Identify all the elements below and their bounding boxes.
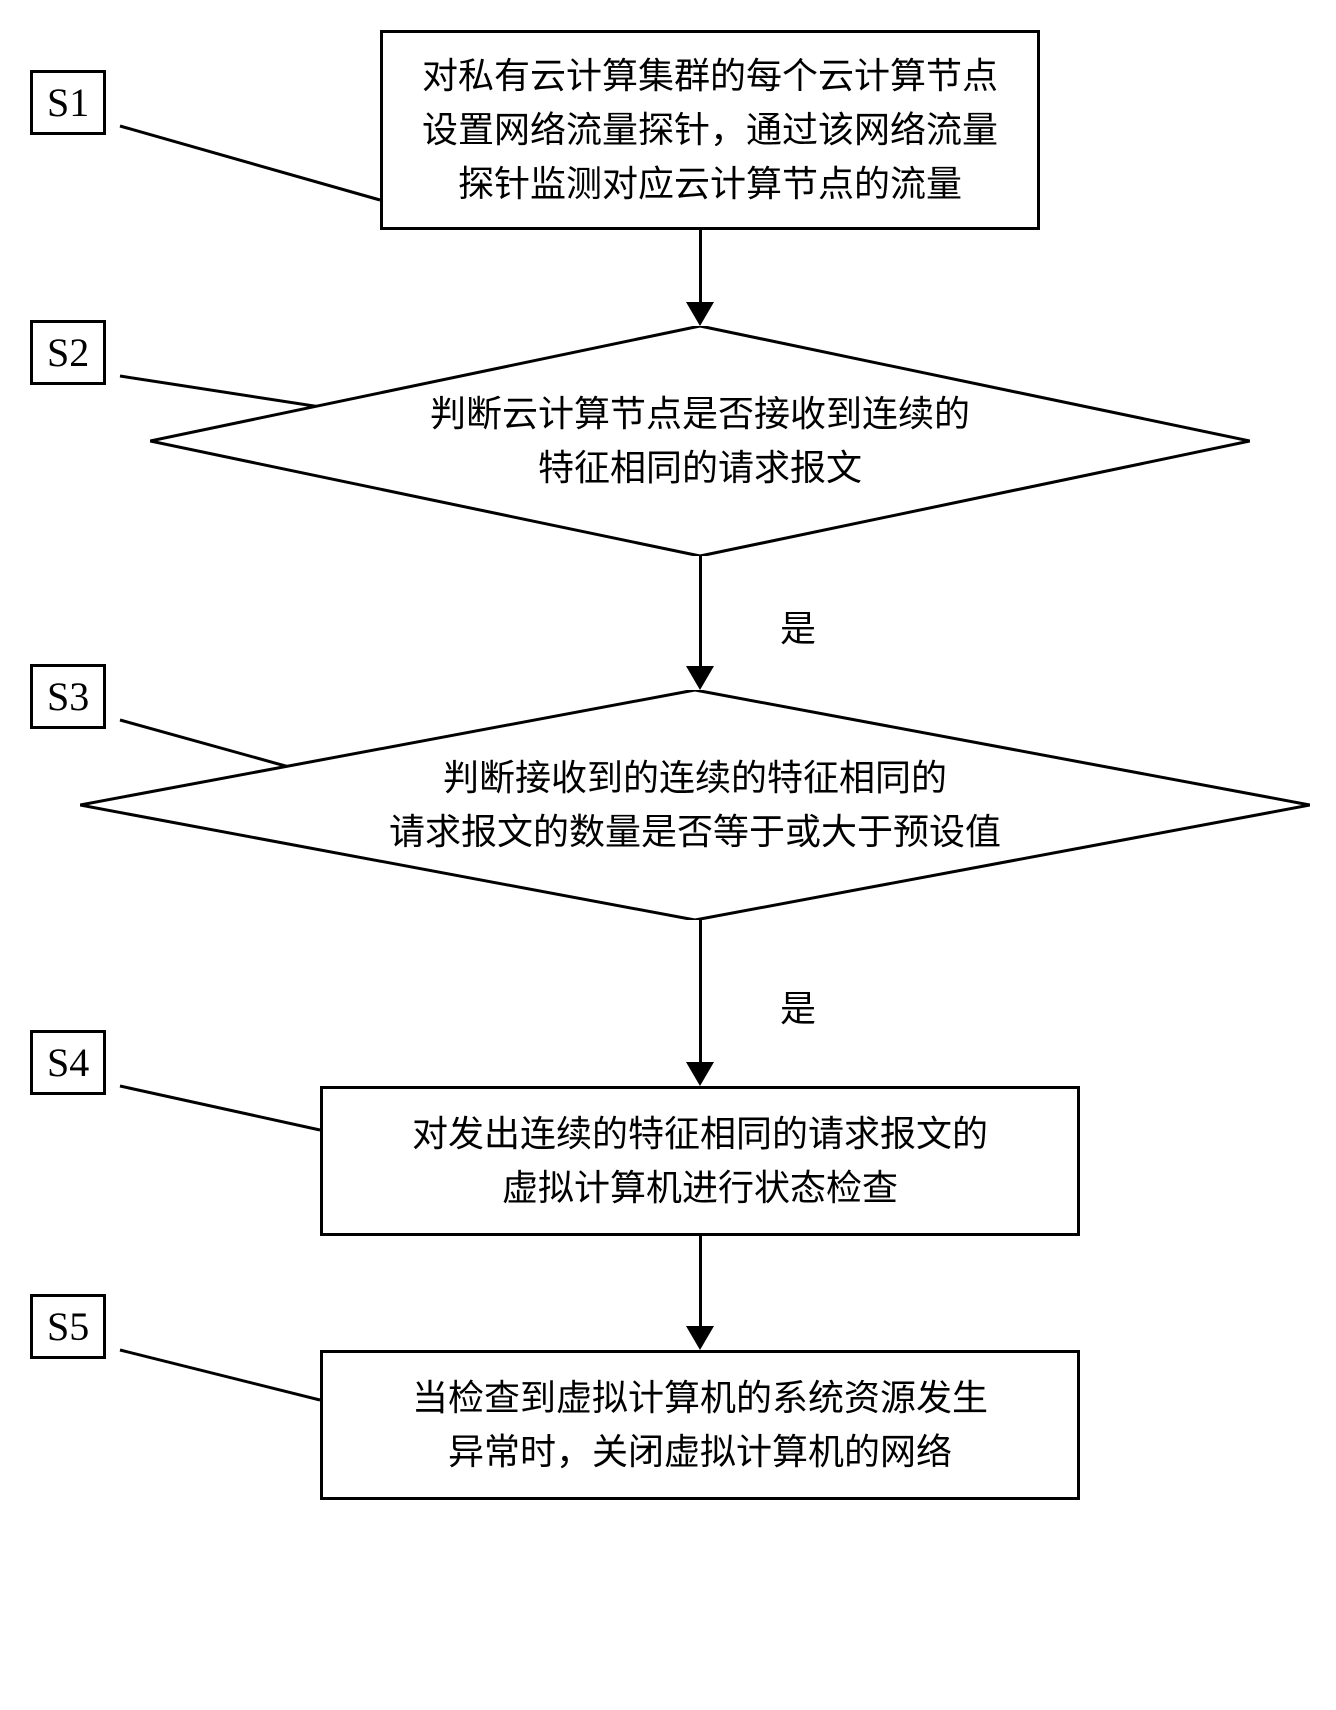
process-text-s5: 当检查到虚拟计算机的系统资源发生异常时，关闭虚拟计算机的网络 [412,1371,988,1479]
arrow-3 [699,1236,702,1326]
process-s4: 对发出连续的特征相同的请求报文的虚拟计算机进行状态检查 [320,1086,1080,1236]
decision-text-s2: 判断云计算节点是否接收到连续的特征相同的请求报文 [260,387,1140,495]
arrow-head-0 [686,302,714,326]
arrow-head-1 [686,666,714,690]
step-label-s2: S2 [30,320,106,385]
step-label-s1: S1 [30,70,106,135]
process-s5: 当检查到虚拟计算机的系统资源发生异常时，关闭虚拟计算机的网络 [320,1350,1080,1500]
arrow-1 [699,556,702,666]
process-text-s1: 对私有云计算集群的每个云计算节点设置网络流量探针，通过该网络流量探针监测对应云计… [422,49,998,211]
arrow-head-2 [686,1062,714,1086]
edge-label-2: 是 [780,980,816,1032]
decision-s2: 判断云计算节点是否接收到连续的特征相同的请求报文 [150,326,1250,556]
decision-text-s3: 判断接收到的连续的特征相同的请求报文的数量是否等于或大于预设值 [203,751,1187,859]
step-label-s4: S4 [30,1030,106,1095]
arrow-0 [699,230,702,302]
decision-s3: 判断接收到的连续的特征相同的请求报文的数量是否等于或大于预设值 [80,690,1310,920]
arrow-2 [699,920,702,1062]
process-s1: 对私有云计算集群的每个云计算节点设置网络流量探针，通过该网络流量探针监测对应云计… [380,30,1040,230]
arrow-head-3 [686,1326,714,1350]
process-text-s4: 对发出连续的特征相同的请求报文的虚拟计算机进行状态检查 [412,1107,988,1215]
edge-label-1: 是 [780,600,816,652]
flowchart-canvas: S1 对私有云计算集群的每个云计算节点设置网络流量探针，通过该网络流量探针监测对应… [20,30,1316,1680]
step-label-s5: S5 [30,1294,106,1359]
